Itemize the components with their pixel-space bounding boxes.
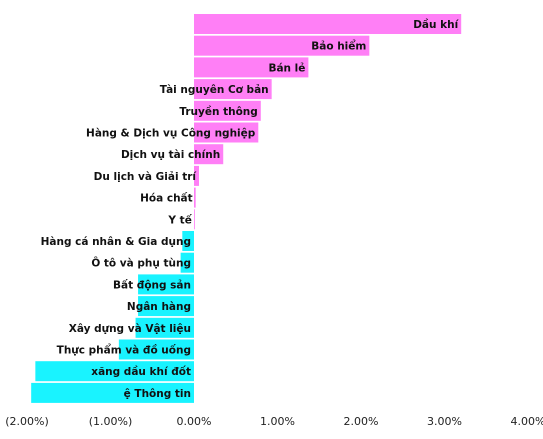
bar-label: Xây dựng và Vật liệu xyxy=(69,323,191,335)
x-tick-label: 4.00% xyxy=(511,415,543,428)
bar-label: Bảo hiểm xyxy=(311,40,366,53)
x-tick-label: 0.00% xyxy=(177,415,212,428)
bar-label: Bất động sản xyxy=(113,278,191,291)
bar-label: Thực phẩm và đồ uống xyxy=(57,344,191,357)
bar xyxy=(194,35,370,56)
bar-label: Hàng & Dịch vụ Công nghiệp xyxy=(86,128,256,140)
bar-label: Ô tô và phụ tùng xyxy=(91,257,191,270)
x-axis-ticks-group: (2.00%) (1.00%) 0.00% 1.00% 2.00% 3.00% 4.00% xyxy=(5,415,543,428)
bar xyxy=(194,79,272,100)
bar-label: Dầu khí xyxy=(413,19,459,31)
bar-label: ệ Thông tin xyxy=(124,388,191,400)
bar xyxy=(194,57,309,78)
bar xyxy=(194,144,224,165)
bar-labels-group: Dầu khí Bảo hiểm Bán lẻ Tài nguyên Cơ bản Tr… xyxy=(41,19,460,400)
bar-label: Du lịch và Giải trí xyxy=(94,171,198,183)
bar-label: Bán lẻ xyxy=(268,62,305,74)
x-tick-label: 3.00% xyxy=(427,415,462,428)
bar xyxy=(135,317,194,338)
bar-label: Y tế xyxy=(167,213,192,226)
bar xyxy=(31,382,194,403)
x-tick-label: (1.00%) xyxy=(89,415,133,428)
bar xyxy=(194,165,200,186)
bar xyxy=(194,14,462,34)
x-tick-label: (2.00%) xyxy=(5,415,49,428)
bar xyxy=(35,361,194,382)
bars-group xyxy=(31,14,462,403)
bar-label: Truyền thông xyxy=(179,105,257,118)
bar xyxy=(194,187,196,208)
bar xyxy=(194,100,261,121)
bar xyxy=(180,252,194,273)
bar-label: Tài nguyên Cơ bản xyxy=(160,84,269,96)
bar xyxy=(182,231,194,251)
bar xyxy=(118,339,194,360)
bar-label: Ngân hàng xyxy=(127,301,191,313)
bar-label: xăng dầu khí đốt xyxy=(91,365,191,378)
bar xyxy=(138,296,194,317)
bar xyxy=(194,209,195,230)
x-tick-label: 1.00% xyxy=(260,415,295,428)
x-tick-label: 2.00% xyxy=(344,415,379,428)
bar xyxy=(194,122,259,143)
bar-label: Hàng cá nhân & Gia dụng xyxy=(41,236,191,248)
bar xyxy=(138,274,194,295)
bar-label: Hóa chất xyxy=(140,192,193,205)
bar-label: Dịch vụ tài chính xyxy=(121,149,220,161)
